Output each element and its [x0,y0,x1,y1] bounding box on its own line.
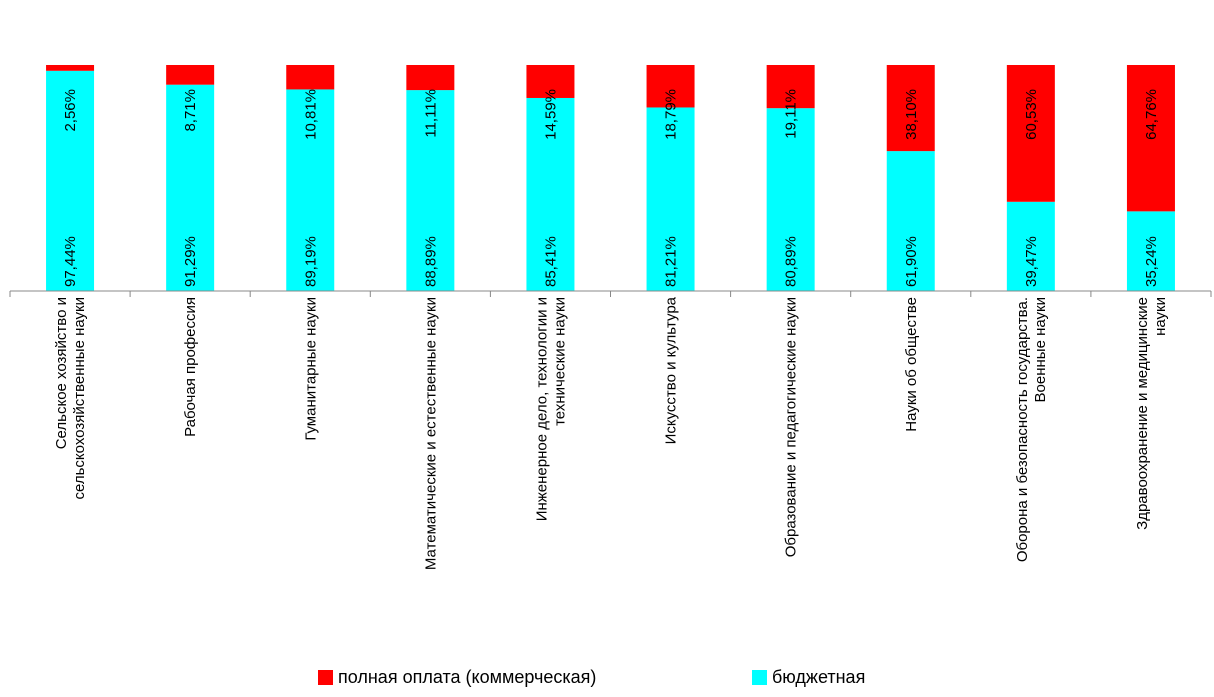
bar-commercial [46,65,95,71]
category-labels: Сельское хозяйство и сельскохозяйственные… [53,296,1169,570]
bars [46,65,1175,292]
bar-commercial [1126,65,1175,212]
value-label-budget: 88,89% [422,236,439,287]
bar-commercial [286,65,335,90]
legend-label: бюджетная [772,667,865,687]
category-label: Гуманитарные науки [302,297,319,441]
value-label-commercial: 18,79% [663,89,680,140]
value-label-commercial: 10,81% [302,89,319,140]
category-label: технические науки [551,297,568,426]
category-label: Военные науки [1032,297,1049,402]
category-label: Математические и естественные науки [422,297,439,570]
category-label: Здравоохранение и медицинские [1134,297,1151,530]
bar-budget [1126,211,1175,291]
value-label-commercial: 60,53% [1023,89,1040,140]
category-label: Оборона и безопасность государства. [1014,297,1031,562]
bar-commercial [406,65,455,91]
x-axis-ticks [9,291,1212,297]
value-label-budget: 85,41% [542,236,559,287]
category-label: Рабочая профессия [182,297,199,437]
legend-swatch [752,670,767,685]
value-label-budget: 89,19% [302,236,319,287]
value-label-budget: 35,24% [1143,236,1160,287]
legend-swatch [318,670,333,685]
category-label: Искусство и культура [663,296,680,444]
category-label: Образование и педагогические науки [783,297,800,557]
bar-budget [886,151,935,291]
category-label: Науки об обществе [903,297,920,432]
bar-budget [526,97,575,292]
category-label: сельскохозяйственные науки [71,297,88,499]
value-label-commercial: 19,11% [783,89,800,139]
legend-label: полная оплата (коммерческая) [338,667,596,687]
category-label: Инженерное дело, технологии и [533,297,550,521]
bar-budget [646,107,695,292]
value-label-budget: 81,21% [663,236,680,287]
value-label-commercial: 2,56% [62,89,79,132]
bar-commercial [1006,65,1055,202]
bar-commercial [526,65,575,98]
value-label-commercial: 14,59% [542,89,559,140]
value-label-budget: 61,90% [903,236,920,287]
category-label: науки [1152,297,1169,336]
bar-commercial [166,65,215,85]
bar-budget [166,84,215,291]
plot-area: 97,44% 2,56% 91,29% 8,71% 89,19% 10,81% 88,89%… [9,65,1212,570]
bar-budget [286,89,335,291]
bar-commercial [766,65,815,109]
value-label-budget: 91,29% [182,236,199,287]
value-label-budget: 80,89% [783,236,800,287]
bar-commercial [886,65,935,152]
value-labels: 97,44% 2,56% 91,29% 8,71% 89,19% 10,81% 88,89%… [62,89,1160,287]
bar-budget [406,90,455,291]
bar-commercial [646,65,695,108]
bar-budget [46,70,95,291]
value-label-commercial: 64,76% [1143,89,1160,140]
value-label-commercial: 8,71% [182,89,199,132]
value-label-budget: 39,47% [1023,236,1040,287]
category-label: Сельское хозяйство и [53,297,70,449]
value-label-commercial: 11,11% [422,89,439,138]
bar-budget [766,108,815,291]
legend: полная оплата (коммерческая) бюджетная [318,667,865,687]
bar-budget [1006,201,1055,291]
value-label-commercial: 38,10% [903,89,920,140]
value-label-budget: 97,44% [62,236,79,287]
